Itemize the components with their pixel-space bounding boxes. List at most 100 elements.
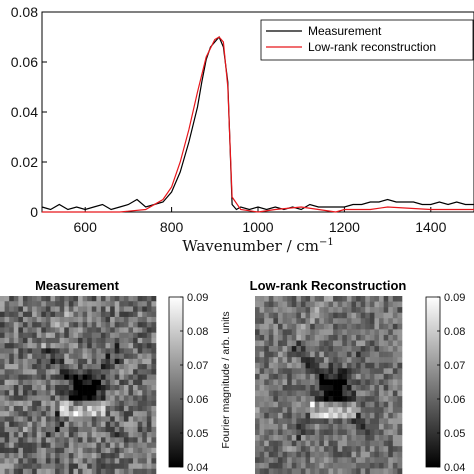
heatmap-cell [351,340,357,347]
heatmap-cell [374,373,380,380]
heatmap-cell [388,318,394,325]
heatmap-cell [319,385,325,391]
heatmap-cell [64,369,70,375]
heatmap-cell [32,458,38,464]
heatmap-cell [273,401,279,408]
heatmap-cell [328,435,334,441]
heatmap-cell [305,351,311,358]
heatmap-cell [291,346,297,352]
heatmap-cell [87,337,93,344]
heatmap-cell [323,307,329,313]
heatmap-cell [123,421,129,428]
heatmap-cell [128,301,134,307]
heatmap-cell [9,358,15,365]
heatmap-cell [68,432,74,438]
heatmap-cell [50,322,56,328]
heatmap-cell [68,311,74,318]
heatmap-cell [91,447,97,454]
heatmap-cell [342,418,348,425]
measurement-heatmap [0,296,157,474]
heatmap-cell [374,385,380,391]
heatmap-cell [36,426,42,433]
heatmap-cell [128,395,134,402]
heatmap-cell [333,390,338,397]
heatmap-cell [296,346,302,352]
heatmap-cell [392,396,398,402]
heatmap-cell [379,301,384,308]
heatmap-cell [91,453,97,459]
heatmap-cell [310,457,316,464]
heatmap-cell [319,446,325,453]
heatmap-cell [383,407,389,414]
heatmap-cell [282,373,288,380]
heatmap-cell [114,437,120,443]
heatmap-cell [356,435,361,441]
heatmap-cell [100,374,106,381]
x-axis: 600 800 1000 1200 1400 [74,207,447,235]
heatmap-cell [282,307,288,313]
heatmap-cell [383,423,389,430]
heatmap-cell [323,323,329,330]
heatmap-cell [300,301,306,308]
heatmap-cell [264,462,270,469]
heatmap-cell [13,358,19,365]
heatmap-cell [142,337,148,344]
heatmap-cell [119,432,125,438]
heatmap-cell [346,407,352,414]
heatmap-cell [50,416,56,422]
heatmap-cell [296,340,302,347]
heatmap-cell [369,296,375,302]
heatmap-cell [282,346,288,352]
heatmap-cell [264,440,270,447]
heatmap-cell [128,468,134,474]
heatmap-cell [392,457,398,464]
heatmap-cell [360,362,366,369]
heatmap-cell [91,374,97,381]
heatmap-cell [360,323,366,330]
heatmap-cell [68,353,74,360]
heatmap-cell [91,416,97,422]
heatmap-cell [383,440,389,447]
heatmap-cell [323,301,329,308]
heatmap-cell [0,316,5,323]
heatmap-cell [13,316,19,323]
heatmap-cell [300,357,306,364]
heatmap-cell [374,307,380,313]
heatmap-cell [300,412,306,419]
heatmap-cell [356,423,361,430]
heatmap-cell [119,327,125,333]
heatmap-cell [323,446,329,453]
heatmap-cell [374,412,380,419]
heatmap-cell [346,323,352,330]
heatmap-cell [96,442,102,449]
heatmap-cell [110,447,116,454]
heatmap-cell [133,348,138,354]
heatmap-cell [146,416,152,422]
heatmap-cell [100,442,106,449]
heatmap-cell [32,306,38,313]
heatmap-cell [268,312,274,319]
heatmap-cell [9,296,15,302]
heatmap-cell [13,301,19,307]
heatmap-cell [300,334,306,341]
heatmap-cell [356,390,361,397]
heatmap-cell [328,346,334,352]
heatmap-cell [4,463,10,470]
heatmap-cell [296,301,302,308]
heatmap-cell [142,301,148,307]
heatmap-cell [68,426,74,433]
heatmap-cell [78,353,83,360]
heatmap-cell [392,385,398,391]
heatmap-cell [110,411,116,417]
heatmap-cell [328,301,334,308]
heatmap-cell [4,405,10,412]
heatmap-cell [328,296,334,302]
heatmap-cell [268,346,274,352]
heatmap-cell [123,337,129,344]
heatmap-cell [287,468,293,474]
heatmap-cell [268,468,274,474]
heatmap-cell [300,401,306,408]
heatmap-cell [379,307,384,313]
heatmap-cell [379,446,384,453]
heatmap-cell [314,429,320,436]
